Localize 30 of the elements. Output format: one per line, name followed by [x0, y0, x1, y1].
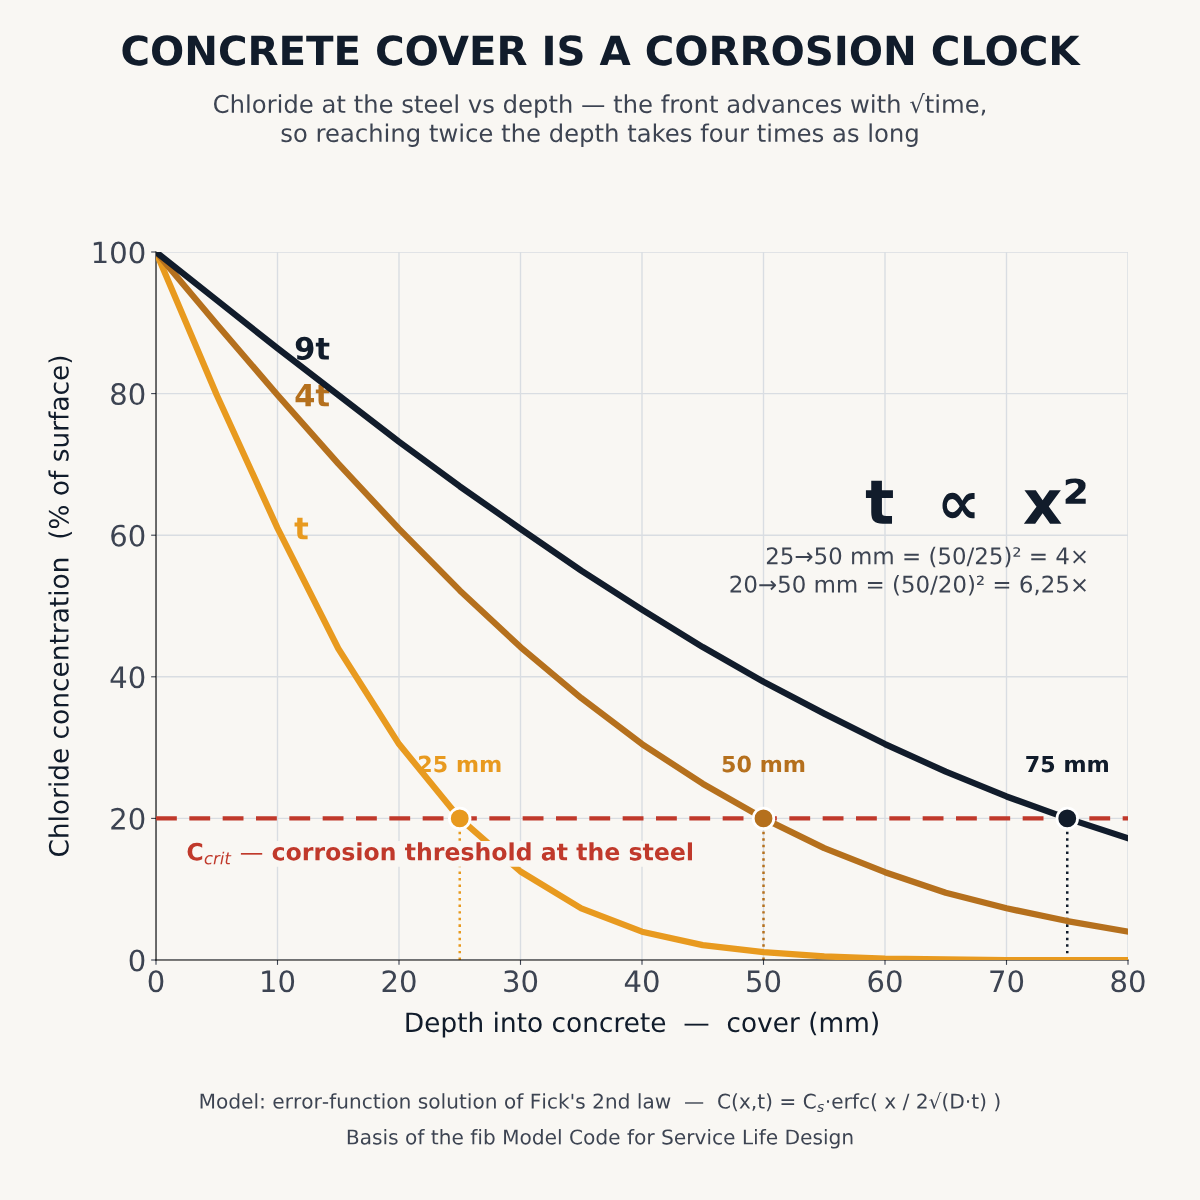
x-tick-label: 80: [1111, 970, 1145, 993]
series-label: 4t: [295, 383, 330, 407]
y-tick-label: 80: [111, 383, 145, 406]
y-axis-title: Chloride concentration (% of surface): [48, 356, 72, 857]
chart-subtitle: Chloride at the steel vs depth — the front advances with √time, so reaching twice the depth takes four times as long: [214, 93, 986, 147]
y-tick-label: 40: [110, 666, 145, 689]
text: Basis of the fib Model Code for Service Life Design: [347, 1129, 853, 1149]
x-tick-label: 20: [382, 970, 416, 993]
annotation: t ∝ x²: [865, 478, 1086, 524]
x-tick-label: 50: [747, 970, 781, 993]
x-tick-label: 40: [624, 970, 659, 993]
y-tick-label: 60: [111, 524, 145, 547]
annotation: 20→50 mm = (50/20)² = 6,25×: [730, 575, 1086, 596]
ref-line-label: C$_{crit}$ — corrosion threshold at the steel: [187, 842, 692, 865]
chart-title: CONCRETE COVER IS A CORROSION CLOCK: [122, 35, 1081, 66]
annotation: 25→50 mm = (50/25)² = 4×: [766, 546, 1086, 568]
y-tick-label: 0: [129, 949, 145, 972]
text: Model: error-function solution of Fick's 2nd law — C(x,t) = C$_{s}$·erfc( x / 2√(D·t) ): [200, 1092, 1000, 1113]
x-tick-label: 10: [262, 970, 295, 993]
y-tick-label: 100: [93, 241, 145, 264]
x-tick-label: 0: [148, 970, 164, 993]
x-tick-label: 70: [990, 970, 1024, 993]
x-tick-label: 30: [504, 970, 538, 993]
annotation: 75 mm: [1026, 755, 1108, 773]
y-tick-label: 20: [111, 807, 145, 830]
x-axis-title: Depth into concrete — cover (mm): [406, 1011, 878, 1038]
annotation: 50 mm: [722, 755, 805, 773]
x-tick-label: 60: [868, 970, 902, 993]
series-label: 9t: [295, 336, 330, 360]
series-label: t: [294, 517, 309, 540]
